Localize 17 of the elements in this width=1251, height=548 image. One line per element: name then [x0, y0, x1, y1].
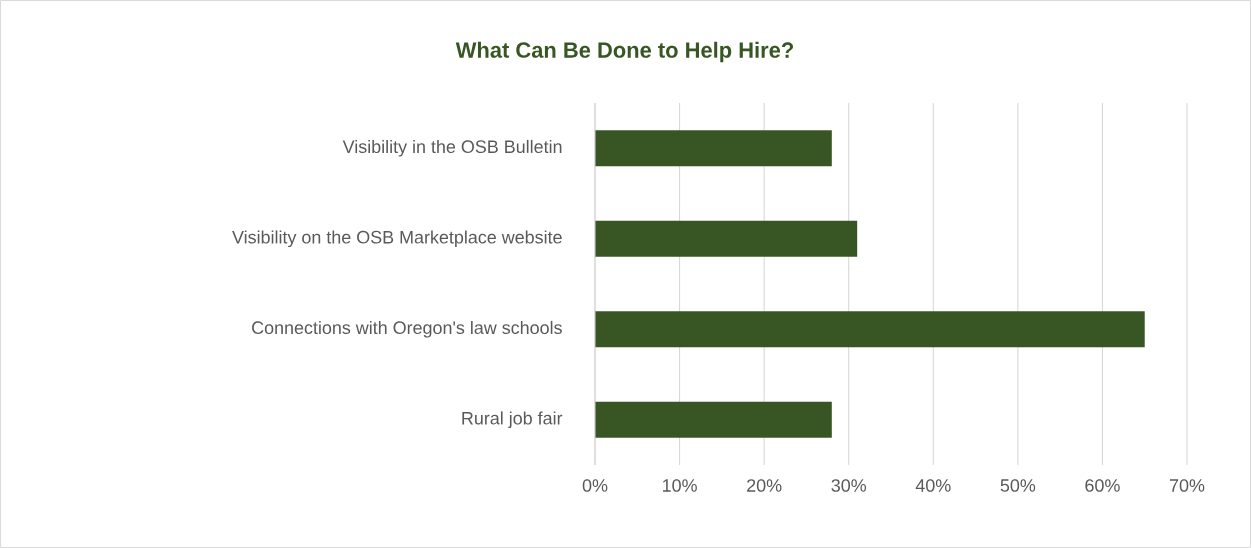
bar — [595, 311, 1145, 348]
x-tick-label: 10% — [662, 479, 697, 492]
x-tick-label: 60% — [1085, 479, 1120, 492]
bar — [595, 220, 858, 257]
x-tick-label: 0% — [582, 479, 608, 492]
x-tick-label: 30% — [831, 479, 867, 492]
y-tick-label: Visibility on the OSB Marketplace website — [232, 230, 562, 248]
x-tick-label: 40% — [915, 479, 951, 492]
chart-title: What Can Be Done to Help Hire? — [455, 41, 793, 63]
x-tick-label: 50% — [1000, 479, 1036, 492]
y-tick-label: Connections with Oregon's law schools — [252, 320, 562, 338]
y-tick-label: Rural job fair — [462, 411, 563, 429]
x-tick-label: 20% — [747, 479, 782, 492]
x-tick-label: 70% — [1169, 479, 1205, 492]
bar — [595, 130, 832, 167]
bar — [595, 401, 832, 438]
y-tick-label: Visibility in the OSB Bulletin — [342, 139, 562, 157]
